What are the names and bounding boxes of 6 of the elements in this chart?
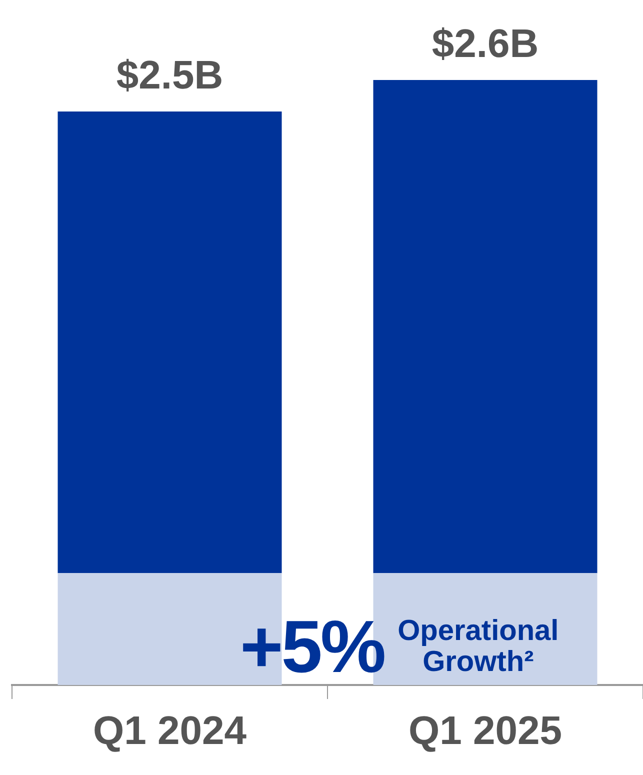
annotation: $2.6B [432, 22, 539, 66]
x-tick-label: Q1 2024 [93, 709, 248, 754]
annotation: $2.5B [116, 53, 224, 98]
annotation: Operational Growth² [396, 615, 560, 678]
x-tick-label: Q1 2025 [408, 709, 562, 754]
annotation: +5% [240, 605, 384, 688]
